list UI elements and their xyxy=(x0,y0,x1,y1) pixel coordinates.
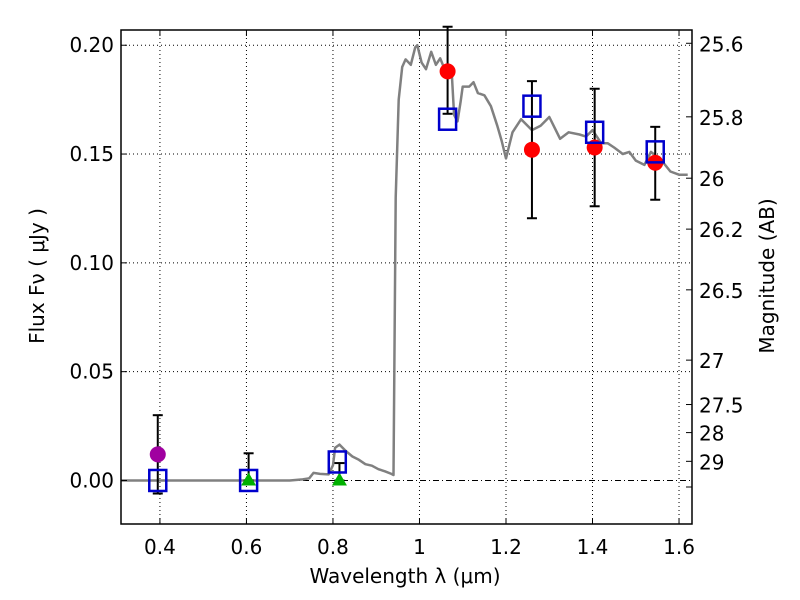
right-tick-label: 26.2 xyxy=(699,218,744,242)
x-tick-label: 1.6 xyxy=(663,535,695,559)
x-axis-label: Wavelength λ (μm) xyxy=(309,564,500,588)
model-photometry-marker xyxy=(148,468,168,493)
right-tick-label: 27 xyxy=(699,349,724,373)
x-tick-label: 1.2 xyxy=(490,535,522,559)
x-tick-label: 0.6 xyxy=(231,535,263,559)
right-tick-label: 25.8 xyxy=(699,106,744,130)
observed-magenta-marker xyxy=(149,446,166,463)
right-tick-labels: 25.6 25.8 26 26.2 26.5 27 27.5 28 29 xyxy=(699,32,744,474)
y-tick-label: 0.00 xyxy=(69,468,114,492)
model-photometry-marker xyxy=(327,450,348,474)
x-tick-labels: 0.4 0.6 0.8 1 1.2 1.4 1.6 xyxy=(144,535,695,559)
right-tick-label: 29 xyxy=(699,450,724,474)
y-tick-label: 0.05 xyxy=(69,360,114,384)
x-tick-label: 1.4 xyxy=(577,535,609,559)
observed-green-marker xyxy=(241,472,257,486)
y-tick-labels: 0.00 0.05 0.10 0.15 0.20 xyxy=(69,33,114,492)
model-photometry-marker xyxy=(437,107,458,131)
observed-red-marker xyxy=(523,141,540,158)
model-photometry-marker xyxy=(645,140,665,164)
right-tick-label: 26.5 xyxy=(699,279,744,303)
y-tick-label: 0.20 xyxy=(69,33,114,57)
right-tick-label: 28 xyxy=(699,422,724,446)
model-sed-line xyxy=(121,43,688,482)
x-tick-label: 0.4 xyxy=(144,535,176,559)
observed-green-marker xyxy=(331,472,347,486)
right-tick-label: 26 xyxy=(699,167,724,191)
x-tick-label: 0.8 xyxy=(317,535,349,559)
model-photometry-marker xyxy=(238,468,259,493)
right-axis-label: Magnitude (AB) xyxy=(755,198,779,353)
y-tick-label: 0.10 xyxy=(69,251,114,275)
plot-frame xyxy=(120,29,693,525)
observed-red-marker xyxy=(439,63,456,80)
model-photometry-marker xyxy=(584,120,605,145)
ticks-group xyxy=(121,30,692,524)
y-tick-label: 0.15 xyxy=(69,142,114,166)
x-tick-label: 1 xyxy=(413,535,426,559)
model-sed-group xyxy=(121,43,688,482)
y-axis-label: Flux Fν ( μJy ) xyxy=(25,208,49,344)
right-tick-label: 25.6 xyxy=(699,32,744,56)
markers-group xyxy=(148,63,665,493)
model-photometry-marker xyxy=(522,94,542,118)
right-tick-label: 27.5 xyxy=(699,394,744,418)
